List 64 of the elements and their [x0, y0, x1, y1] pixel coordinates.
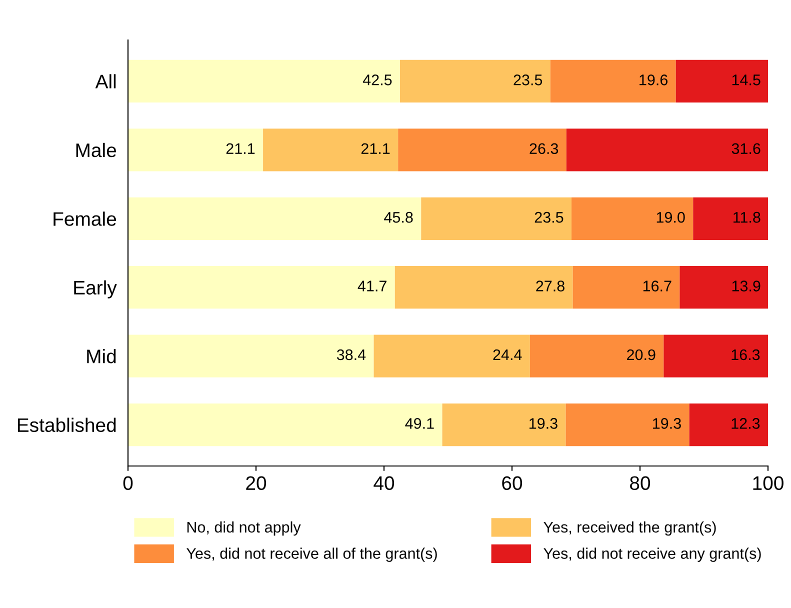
data-label: 38.4	[336, 349, 366, 360]
data-label: 26.3	[530, 143, 558, 154]
data-label: 24.4	[493, 349, 522, 360]
y-tick-label: Male	[76, 142, 116, 158]
bar	[442, 403, 566, 446]
bar	[676, 60, 768, 103]
bar	[128, 60, 400, 103]
bar	[398, 128, 566, 172]
y-tick-label: Female	[54, 212, 116, 226]
bar	[530, 334, 664, 378]
x-tick-label: 60	[502, 476, 522, 490]
bar	[572, 197, 694, 240]
data-label: 21.1	[361, 143, 390, 154]
data-label: 19.3	[530, 418, 558, 429]
data-label: 12.3	[732, 418, 760, 429]
bar	[550, 60, 676, 103]
legend-label: Yes, did not receive all of the grant(s)	[186, 548, 437, 562]
bar	[566, 403, 690, 446]
bar	[693, 197, 768, 240]
data-label: 27.8	[536, 280, 564, 292]
bar	[566, 128, 768, 172]
bar	[572, 266, 680, 309]
y-tick-label: Mid	[87, 349, 116, 364]
data-label: 16.3	[732, 349, 760, 360]
legend-label: No, did not apply	[187, 521, 301, 536]
data-label: 42.5	[362, 74, 392, 86]
bar	[128, 128, 264, 172]
legend-label: Yes, received the grant(s)	[544, 521, 716, 536]
x-tick-label: 0	[123, 476, 133, 490]
bar	[680, 266, 768, 309]
bar	[263, 128, 398, 172]
bar	[128, 334, 374, 378]
data-label: 19.0	[656, 212, 685, 223]
data-label: 23.5	[534, 212, 564, 223]
data-label: 19.6	[640, 74, 668, 86]
bar	[128, 403, 442, 446]
x-tick-label: 40	[374, 476, 394, 490]
bar	[128, 266, 395, 309]
data-label: 31.6	[732, 143, 760, 154]
y-tick-label: Established	[18, 418, 116, 432]
bar	[374, 334, 530, 378]
bar	[664, 334, 768, 378]
data-label: 21.1	[226, 143, 255, 154]
bar	[128, 197, 422, 240]
data-label: 11.8	[734, 212, 760, 223]
data-label: 16.7	[643, 280, 672, 292]
y-tick-label: All	[95, 74, 116, 88]
data-label: 49.1	[405, 418, 434, 429]
y-tick-label: Early	[74, 280, 117, 298]
data-label: 14.5	[732, 74, 760, 86]
data-label: 20.9	[627, 349, 656, 360]
bar	[421, 197, 572, 240]
bar	[689, 403, 768, 446]
legend-label: Yes, did not receive any grant(s)	[544, 548, 761, 562]
data-label: 19.3	[653, 418, 681, 429]
x-tick-label: 100	[753, 476, 784, 490]
data-label: 23.5	[514, 74, 542, 86]
bar	[400, 60, 550, 103]
data-label: 13.9	[732, 280, 760, 292]
bar	[394, 266, 573, 309]
x-tick-label: 80	[630, 476, 650, 490]
data-label: 41.7	[358, 280, 386, 292]
data-label: 45.8	[384, 212, 413, 223]
x-tick-label: 20	[246, 476, 266, 490]
